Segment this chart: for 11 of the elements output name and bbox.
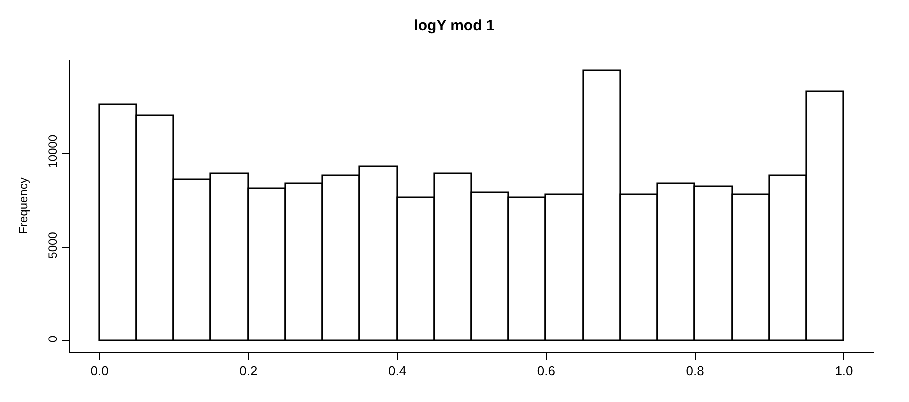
x-tick-label: 0.4 [388,364,407,379]
x-tick-label: 0.2 [240,364,258,379]
x-tick-label: 0.0 [90,364,109,379]
x-tick-label: 1.0 [835,364,854,379]
y-tick-label: 5000 [46,232,60,259]
y-tick-label: 10000 [46,134,60,168]
y-axis-title: Frequency [16,178,30,234]
chart-title: logY mod 1 [414,18,495,35]
x-tick-label: 0.6 [537,364,556,379]
x-tick-label: 0.8 [686,364,704,379]
y-tick-label: 0 [46,336,60,343]
